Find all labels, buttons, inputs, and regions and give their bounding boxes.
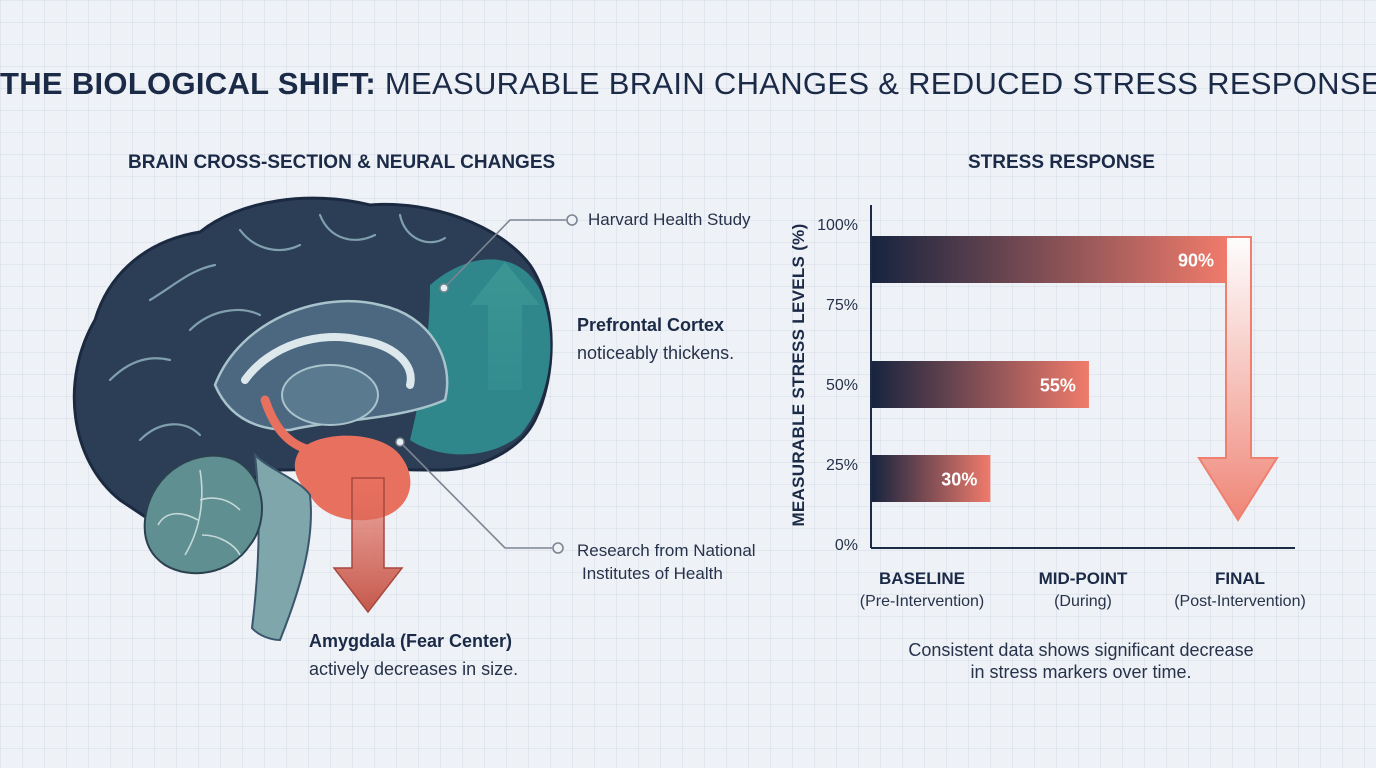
stress-bar: [872, 361, 1089, 408]
brain-folds: [108, 213, 447, 442]
thalamus: [281, 364, 379, 426]
category-label: MID-POINT: [1038, 569, 1128, 588]
y-tick-label: 75%: [825, 297, 858, 314]
prefrontal-title: Prefrontal Cortex: [577, 315, 725, 335]
category-sublabel: (Pre-Intervention): [859, 593, 985, 610]
chart-panel-title: STRESS RESPONSE: [968, 152, 1155, 173]
stress-bar: [872, 455, 991, 502]
stress-bar: [872, 236, 1227, 283]
brain-panel-title: BRAIN CROSS-SECTION & NEURAL CHANGES: [128, 152, 556, 173]
main-title-rest: MEASURABLE BRAIN CHANGES & REDUCED STRES…: [384, 66, 1376, 101]
y-tick-label: 50%: [825, 377, 858, 394]
main-title-strong: THE BIOLOGICAL SHIFT:: [0, 66, 376, 101]
category-sublabel: (Post-Intervention): [1174, 593, 1306, 610]
bar-value-label: 55%: [1040, 376, 1076, 396]
y-tick-label: 100%: [817, 217, 858, 234]
category-label: FINAL: [1214, 569, 1266, 588]
bar-value-label: 90%: [1178, 251, 1214, 271]
source-nih-line2: Institutes of Health: [582, 564, 723, 583]
amygdala-down-arrow: [332, 477, 404, 614]
source-dot-1: [566, 214, 578, 226]
caption-line2: in stress markers over time.: [970, 662, 1192, 682]
category-label: BASELINE: [879, 569, 965, 588]
source-harvard: Harvard Health Study: [588, 210, 751, 229]
source-nih-line1: Research from National: [577, 541, 756, 560]
prefrontal-subtitle: noticeably thickens.: [577, 343, 735, 363]
leader-lines: [399, 219, 566, 549]
brain-stem: [250, 452, 312, 642]
caption-line1: Consistent data shows significant decrea…: [908, 640, 1254, 660]
decrease-arrow: [1197, 236, 1279, 522]
amygdala-subtitle: actively decreases in size.: [309, 659, 519, 679]
y-tick-label: 25%: [825, 457, 858, 474]
main-title: THE BIOLOGICAL SHIFT: MEASURABLE BRAIN C…: [0, 66, 1376, 102]
source-dot-2: [552, 542, 564, 554]
category-sublabel: (During): [1054, 593, 1112, 610]
bar-value-label: 30%: [941, 470, 977, 490]
cerebellum: [143, 454, 263, 575]
prefrontal-up-arrow: [470, 262, 540, 390]
amygdala-title: Amygdala (Fear Center): [309, 631, 513, 651]
y-tick-label: 0%: [834, 537, 858, 554]
